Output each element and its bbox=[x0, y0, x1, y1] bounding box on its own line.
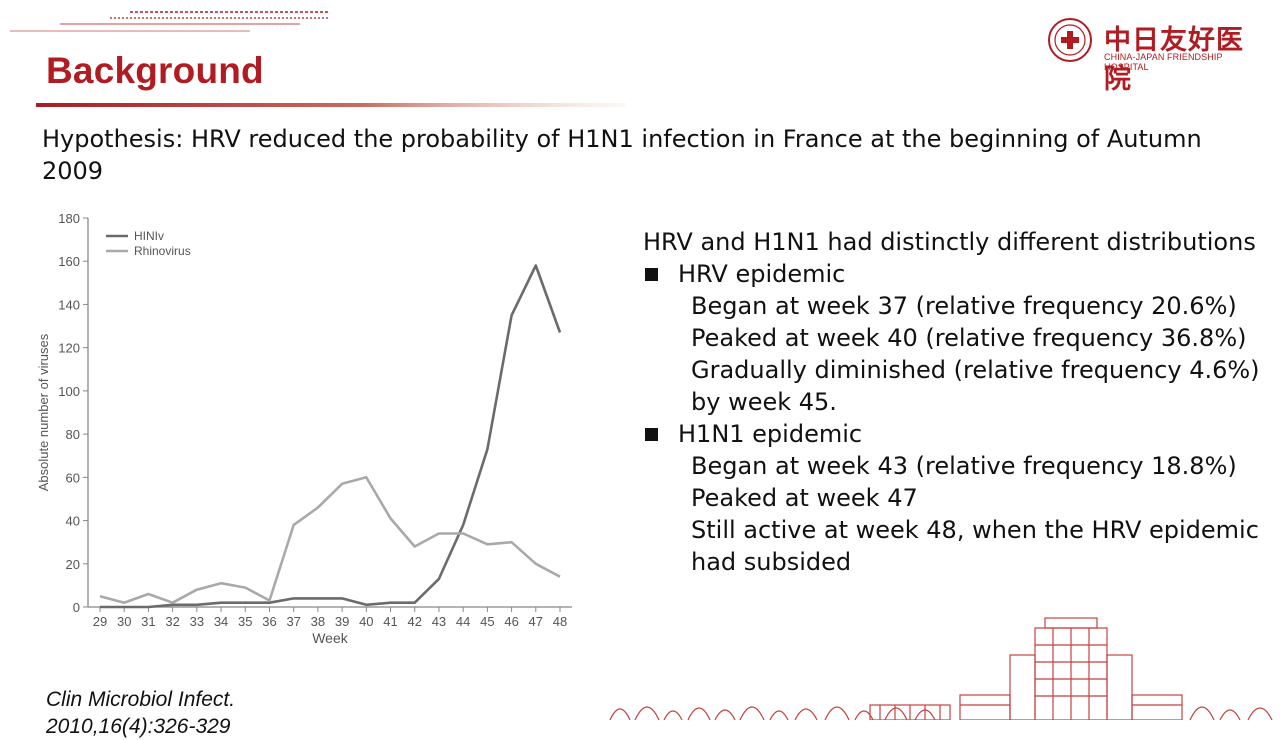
legend-entry: HINIv bbox=[134, 229, 164, 243]
sub-bullet: Gradually diminished (relative frequency… bbox=[691, 356, 1260, 416]
x-tick-label: 45 bbox=[480, 614, 494, 629]
header-decoration bbox=[10, 11, 626, 107]
virus-count-line-chart: 0 20 40 60 80 100 120 140 160 180 29 30 31 32 33 34 35 36… bbox=[36, 211, 572, 646]
x-axis-label: Week bbox=[312, 630, 349, 646]
x-tick-label: 43 bbox=[432, 614, 446, 629]
y-axis-label: Absolute number of viruses bbox=[36, 333, 51, 491]
y-tick-label: 160 bbox=[58, 254, 80, 269]
hypothesis-text: Hypothesis: HRV reduced the probability … bbox=[42, 125, 1202, 185]
x-tick-label: 38 bbox=[311, 614, 325, 629]
citation: Clin Microbiol Infect. 2010,16(4):326-32… bbox=[46, 686, 235, 740]
x-tick-label: 39 bbox=[335, 614, 349, 629]
x-tick-label: 30 bbox=[117, 614, 131, 629]
y-tick-label: 60 bbox=[66, 470, 80, 485]
x-tick-label: 44 bbox=[456, 614, 470, 629]
x-tick-label: 31 bbox=[141, 614, 155, 629]
sub-bullet: Peaked at week 47 bbox=[691, 484, 918, 512]
bullet-heading: HRV epidemic bbox=[678, 260, 846, 288]
x-tick-label: 40 bbox=[359, 614, 373, 629]
bullet-heading: H1N1 epidemic bbox=[678, 420, 863, 448]
x-tick-label: 37 bbox=[286, 614, 300, 629]
y-tick-label: 40 bbox=[66, 514, 80, 529]
sub-bullet: Began at week 43 (relative frequency 18.… bbox=[691, 452, 1237, 480]
x-tick-label: 29 bbox=[93, 614, 107, 629]
x-tick-label: 46 bbox=[504, 614, 518, 629]
y-tick-label: 120 bbox=[58, 341, 80, 356]
x-tick-label: 33 bbox=[190, 614, 204, 629]
x-tick-label: 34 bbox=[214, 614, 228, 629]
x-tick-label: 47 bbox=[529, 614, 543, 629]
sub-bullet: Peaked at week 40 (relative frequency 36… bbox=[691, 324, 1247, 352]
bullet-hrv-epidemic: HRV epidemic bbox=[643, 258, 1263, 290]
x-tick-label: 35 bbox=[238, 614, 252, 629]
hospital-emblem-icon bbox=[1048, 18, 1092, 62]
findings-lead: HRV and H1N1 had distinctly different di… bbox=[643, 228, 1256, 256]
y-tick-label: 80 bbox=[66, 427, 80, 442]
findings-list: HRV and H1N1 had distinctly different di… bbox=[643, 226, 1263, 578]
x-tick-label: 41 bbox=[383, 614, 397, 629]
sub-bullet: Still active at week 48, when the HRV ep… bbox=[691, 516, 1259, 576]
sub-bullet: Began at week 37 (relative frequency 20.… bbox=[691, 292, 1237, 320]
y-tick-label: 180 bbox=[58, 211, 80, 226]
hospital-skyline-decoration bbox=[609, 617, 1273, 720]
x-tick-label: 36 bbox=[262, 614, 276, 629]
x-tick-label: 42 bbox=[408, 614, 422, 629]
series-line-hiniv bbox=[100, 264, 562, 609]
citation-journal: Clin Microbiol Infect. bbox=[46, 688, 236, 711]
y-tick-label: 20 bbox=[66, 557, 80, 572]
y-tick-label: 0 bbox=[73, 600, 80, 615]
page-title: Background bbox=[46, 50, 264, 91]
logo-name-zh: 中日友好医院 bbox=[1104, 25, 1244, 95]
chart-series bbox=[99, 264, 562, 609]
series-line-rhinovirus bbox=[99, 475, 561, 605]
chart-axes: 0 20 40 60 80 100 120 140 160 180 29 30 31 32 33 34 35 36… bbox=[36, 211, 572, 646]
citation-volume: 2010,16(4):326-329 bbox=[46, 715, 231, 738]
bullet-h1n1-epidemic: H1N1 epidemic bbox=[643, 418, 1263, 450]
y-tick-label: 100 bbox=[58, 384, 80, 399]
logo-name-en: CHINA-JAPAN FRIENDSHIP HOSPITAL bbox=[1104, 52, 1223, 72]
x-tick-label: 48 bbox=[553, 614, 567, 629]
legend-entry: Rhinovirus bbox=[134, 244, 191, 258]
bullet-square-icon bbox=[645, 268, 658, 281]
y-tick-label: 140 bbox=[58, 297, 80, 312]
bullet-square-icon bbox=[645, 428, 658, 441]
hospital-logo: 中日友好医院 CHINA-JAPAN FRIENDSHIP HOSPITAL bbox=[1044, 16, 1264, 95]
x-tick-label: 32 bbox=[165, 614, 179, 629]
